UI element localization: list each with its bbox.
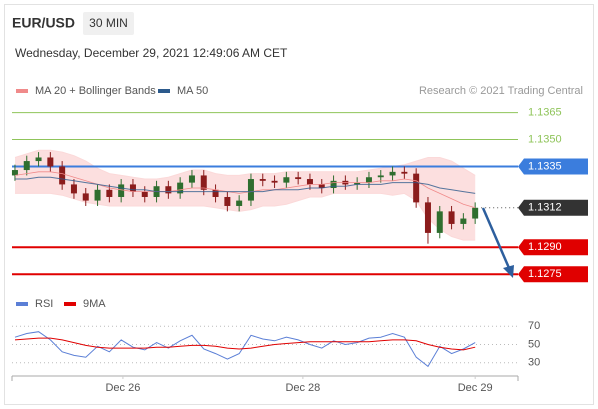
- candle-body: [460, 218, 467, 224]
- level-box: [518, 239, 588, 256]
- candle-body: [271, 180, 278, 183]
- legend-label: 9MA: [83, 298, 106, 310]
- candle-body: [247, 179, 254, 201]
- series-line: [15, 176, 476, 194]
- candle-body: [177, 182, 184, 194]
- level-label: 1.1365: [528, 106, 562, 118]
- candle-body: [35, 157, 42, 162]
- candle-body: [318, 184, 325, 189]
- y-tick-label: 50: [528, 338, 540, 350]
- y-tick-label: 70: [528, 320, 540, 332]
- candle-body: [224, 196, 231, 206]
- arrow-head: [503, 265, 514, 278]
- interval: 30 MIN: [89, 16, 128, 30]
- level-label: 1.1290: [528, 241, 562, 253]
- candle-body: [389, 171, 396, 176]
- series-line: [14, 331, 476, 368]
- interval-box: [83, 12, 134, 35]
- candle-body: [23, 161, 30, 171]
- candle-body: [141, 191, 148, 197]
- candle-body: [94, 189, 101, 201]
- arrow-shaft: [481, 207, 511, 269]
- candle-body: [47, 157, 54, 167]
- legend-label: RSI: [35, 298, 53, 310]
- candle-body: [59, 166, 66, 185]
- band-fill: [15, 150, 476, 241]
- candle-body: [165, 186, 172, 194]
- legend-swatch: [158, 89, 170, 93]
- candle-body: [354, 182, 361, 185]
- candle-body: [106, 189, 113, 197]
- candle-body: [436, 211, 443, 233]
- candle-body: [283, 177, 290, 183]
- legend-swatch: [16, 302, 28, 306]
- candle-body: [413, 173, 420, 203]
- level-box: [518, 266, 588, 283]
- candle-body: [365, 177, 372, 183]
- symbol: EUR/USD: [12, 15, 75, 31]
- level-label: 1.1312: [528, 202, 562, 214]
- level-box: [518, 199, 588, 216]
- level-label: 1.1275: [528, 268, 562, 280]
- y-tick-label: 30: [528, 357, 540, 369]
- timestamp: Wednesday, December 29, 2021 12:49:06 AM…: [15, 46, 288, 60]
- legend-label: MA 50: [177, 85, 208, 97]
- series-line: [14, 337, 476, 351]
- candle-body: [330, 180, 337, 189]
- candle-body: [11, 170, 18, 176]
- candle-body: [82, 193, 89, 201]
- candle-body: [200, 175, 207, 190]
- legend-swatch: [64, 302, 76, 306]
- candle-body: [424, 202, 431, 233]
- candle-body: [70, 184, 77, 194]
- legend-label: MA 20 + Bollinger Bands: [35, 85, 156, 97]
- level-label: 1.1335: [528, 160, 562, 172]
- attribution: Research © 2021 Trading Central: [419, 85, 583, 97]
- level-label: 1.1350: [528, 133, 562, 145]
- level-box: [518, 158, 588, 175]
- candle-body: [472, 207, 479, 219]
- candle-body: [236, 200, 243, 206]
- band-lower: [15, 192, 476, 241]
- candle-body: [188, 175, 195, 183]
- candle-body: [259, 179, 266, 181]
- candle-body: [306, 179, 313, 185]
- x-tick-label: Dec 28: [285, 382, 320, 394]
- candle-body: [448, 211, 455, 224]
- candle-body: [118, 184, 125, 197]
- candle-body: [401, 171, 408, 174]
- candle-body: [295, 177, 302, 180]
- candle-body: [212, 189, 219, 197]
- candle-body: [129, 184, 136, 192]
- legend-swatch: [16, 89, 28, 93]
- candle-body: [377, 175, 384, 178]
- x-tick-label: Dec 26: [105, 382, 140, 394]
- x-tick-label: Dec 29: [458, 382, 493, 394]
- series-line: [14, 171, 476, 209]
- forecast-arrow: [481, 207, 514, 278]
